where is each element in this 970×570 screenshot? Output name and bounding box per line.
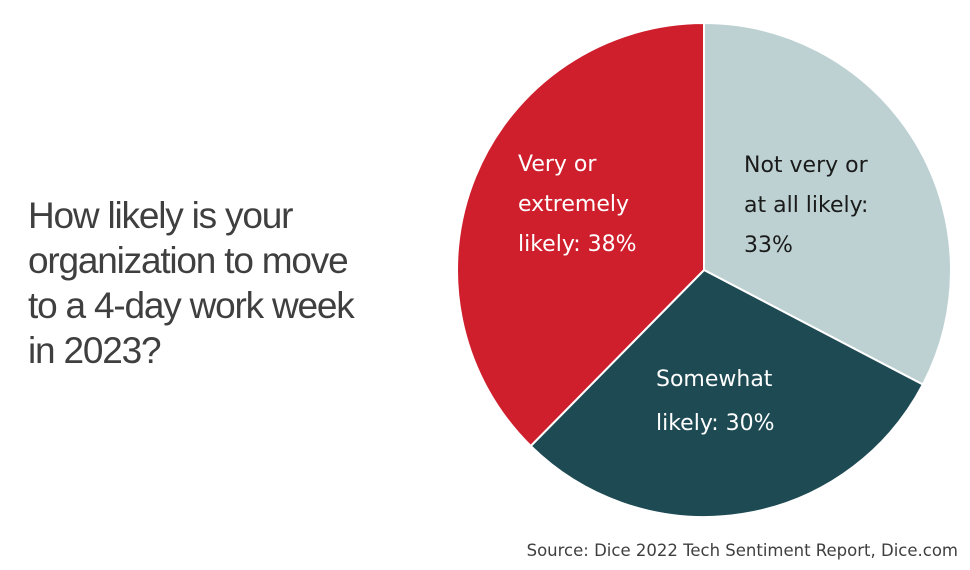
slice-label-line: 33% bbox=[744, 233, 793, 258]
slice-label-line: Very or bbox=[518, 152, 597, 177]
pie-slice bbox=[456, 22, 705, 448]
slice-label-line: at all likely: bbox=[744, 193, 868, 218]
pie-slices bbox=[456, 22, 952, 518]
slice-label-line: extremely bbox=[518, 192, 629, 217]
question-line: How likely is your bbox=[28, 195, 293, 236]
slice-label: Somewhat likely: 30% bbox=[656, 367, 775, 436]
question-line: in 2023? bbox=[28, 330, 162, 371]
pie-labels: Not very or at all likely: 33% Somewhat like… bbox=[518, 152, 869, 436]
slice-label-line: Somewhat bbox=[656, 367, 773, 392]
slice-label: Very or extremely likely: 38% bbox=[518, 152, 637, 257]
slice-label-line: Not very or bbox=[744, 153, 869, 178]
chart-question-title: How likely is your organization to move … bbox=[28, 193, 448, 373]
slice-label-line: likely: 38% bbox=[518, 232, 637, 257]
question-line: to a 4-day work week bbox=[28, 285, 355, 326]
pie-slice bbox=[703, 22, 952, 386]
source-note: Source: Dice 2022 Tech Sentiment Report,… bbox=[526, 541, 958, 560]
question-line: organization to move bbox=[28, 240, 349, 281]
pie-slice bbox=[529, 269, 924, 518]
slice-label: Not very or at all likely: 33% bbox=[744, 153, 869, 258]
slice-label-line: likely: 30% bbox=[656, 411, 775, 436]
